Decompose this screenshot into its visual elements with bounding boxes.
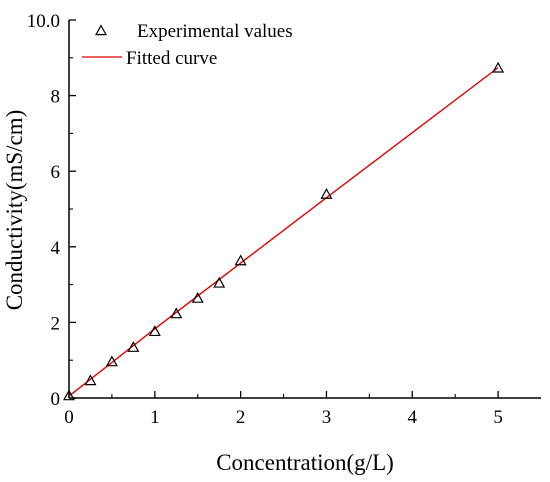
experimental-point — [105, 355, 118, 367]
experimental-point — [148, 325, 161, 337]
fitted-curve-line — [68, 67, 499, 397]
legend-label-experimental: Experimental values — [137, 21, 293, 42]
y-tick-label: 8 — [51, 87, 61, 108]
experimental-point — [127, 341, 140, 352]
experimental-point — [234, 254, 247, 266]
experimental-point — [492, 61, 505, 73]
x-tick-label: 5 — [493, 407, 503, 428]
experimental-points-layer — [62, 61, 505, 401]
x-ticks: 0 1 2 3 4 5 — [64, 391, 503, 428]
x-tick-label: 3 — [322, 407, 332, 428]
y-tick-label: 6 — [51, 162, 61, 183]
y-ticks: 0 2 4 6 8 10.0 — [27, 11, 76, 410]
fitted-curve-layer — [68, 67, 499, 397]
y-tick-label-top: 10.0 — [27, 11, 60, 32]
y-axis-title: Conductivity(mS/cm) — [2, 110, 27, 311]
legend-label-fitted: Fitted curve — [126, 48, 217, 69]
x-tick-label: 4 — [408, 407, 418, 428]
experimental-point — [84, 374, 97, 386]
legend: Experimental values Fitted curve — [82, 21, 293, 69]
x-tick-label: 2 — [236, 407, 246, 428]
experimental-point — [320, 188, 333, 199]
experimental-point — [191, 291, 204, 303]
experimental-point — [170, 307, 183, 319]
y-tick-label: 0 — [51, 389, 61, 410]
x-axis-title: Concentration(g/L) — [216, 450, 394, 475]
legend-triangle-icon — [94, 24, 108, 36]
y-tick-label: 2 — [51, 313, 61, 334]
legend-triangle-marker — [94, 24, 108, 36]
x-tick-label: 0 — [64, 407, 74, 428]
x-tick-label: 1 — [150, 407, 160, 428]
experimental-point — [62, 389, 76, 401]
experimental-point — [213, 276, 226, 288]
y-tick-label: 4 — [51, 238, 61, 259]
